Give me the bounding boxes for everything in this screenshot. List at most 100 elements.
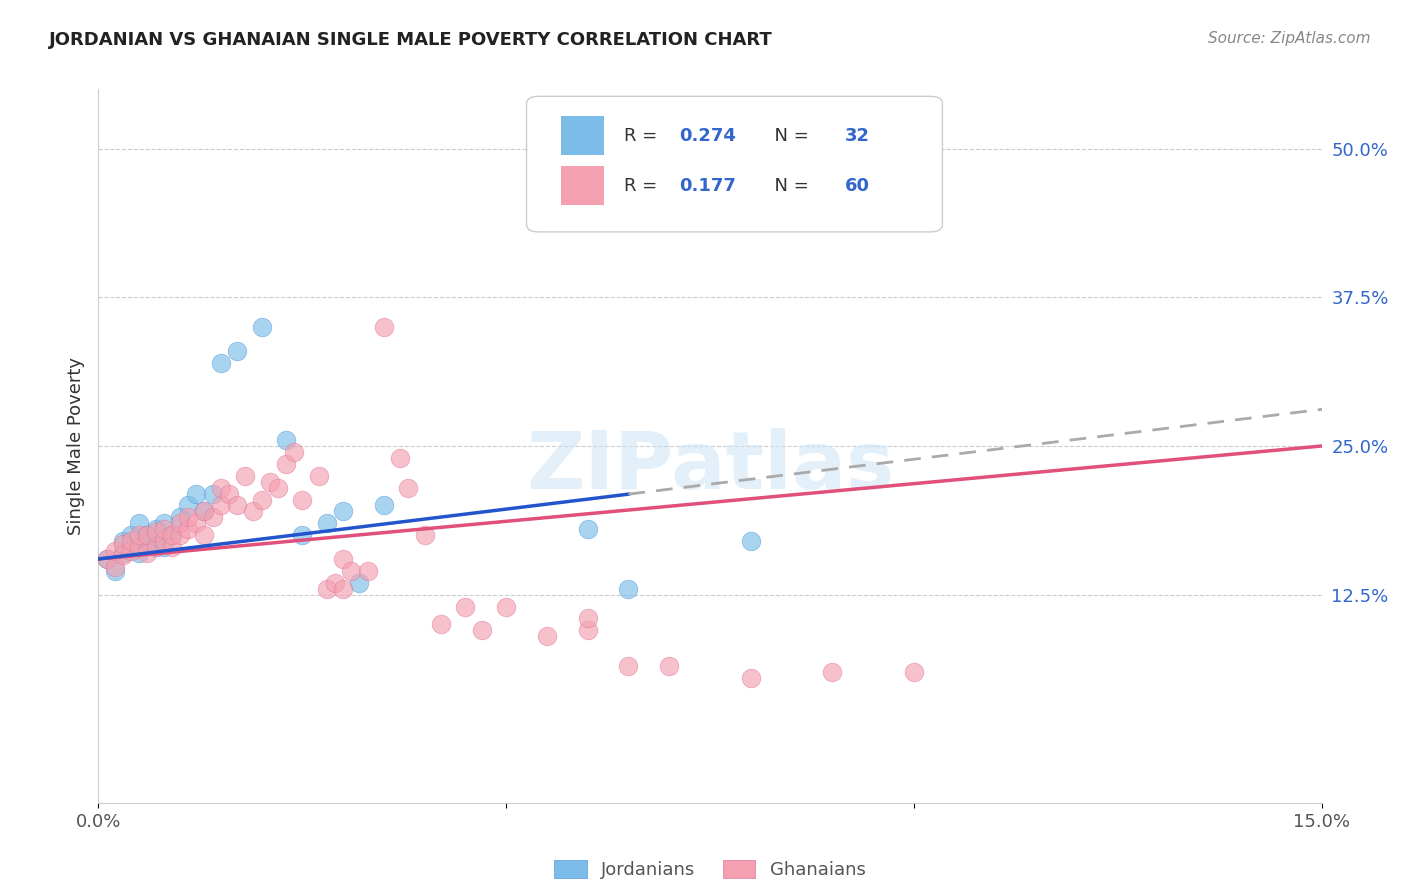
Point <box>201 486 224 500</box>
Point <box>152 534 174 549</box>
Point <box>218 486 240 500</box>
Point <box>152 516 174 531</box>
Point <box>160 528 183 542</box>
Point <box>104 543 127 558</box>
Point <box>576 611 599 625</box>
Point <box>136 534 159 549</box>
Point <box>430 617 453 632</box>
FancyBboxPatch shape <box>561 166 603 205</box>
Point <box>233 468 256 483</box>
Text: N =: N = <box>762 127 814 145</box>
Point <box>267 481 290 495</box>
Point <box>177 499 200 513</box>
Point <box>209 499 232 513</box>
Text: 0.177: 0.177 <box>679 177 737 194</box>
Legend: Jordanians, Ghanaians: Jordanians, Ghanaians <box>547 853 873 887</box>
Point <box>120 528 142 542</box>
Point <box>471 624 494 638</box>
Text: ZIPatlas: ZIPatlas <box>526 428 894 507</box>
Point <box>576 522 599 536</box>
Point <box>128 540 150 554</box>
Point <box>903 665 925 679</box>
Point <box>120 540 142 554</box>
Point <box>152 540 174 554</box>
Point <box>323 575 346 590</box>
Y-axis label: Single Male Poverty: Single Male Poverty <box>66 357 84 535</box>
Point <box>242 504 264 518</box>
Point <box>308 468 330 483</box>
Point <box>152 522 174 536</box>
Point <box>495 599 517 614</box>
Point <box>209 481 232 495</box>
Text: R =: R = <box>624 177 664 194</box>
Point <box>104 564 127 578</box>
Point <box>145 524 167 539</box>
Point <box>340 564 363 578</box>
Point <box>349 575 371 590</box>
Point <box>201 510 224 524</box>
Point <box>120 543 142 558</box>
Point <box>454 599 477 614</box>
Point <box>209 356 232 370</box>
Point <box>740 534 762 549</box>
Point <box>111 546 134 560</box>
Point <box>145 540 167 554</box>
FancyBboxPatch shape <box>561 116 603 155</box>
Point <box>283 445 305 459</box>
Point <box>332 552 354 566</box>
Point <box>396 481 419 495</box>
Point <box>274 433 297 447</box>
FancyBboxPatch shape <box>526 96 942 232</box>
Point <box>413 528 436 542</box>
Point <box>120 534 142 549</box>
Point <box>128 528 150 542</box>
Point <box>373 499 395 513</box>
Point <box>96 552 118 566</box>
Text: 60: 60 <box>845 177 869 194</box>
Point <box>740 671 762 685</box>
Point <box>186 516 208 531</box>
Point <box>177 522 200 536</box>
Point <box>136 528 159 542</box>
Point <box>160 540 183 554</box>
Point <box>226 343 249 358</box>
Point <box>821 665 844 679</box>
Point <box>658 659 681 673</box>
Point <box>136 528 159 542</box>
Point <box>315 516 337 531</box>
Point <box>617 659 640 673</box>
Point <box>193 528 215 542</box>
Point <box>373 320 395 334</box>
Point <box>576 624 599 638</box>
Point <box>160 528 183 542</box>
Point <box>291 492 314 507</box>
Point <box>617 582 640 596</box>
Point <box>111 549 134 563</box>
Point <box>291 528 314 542</box>
Point <box>145 522 167 536</box>
Point <box>111 534 134 549</box>
Point <box>169 510 191 524</box>
Text: 0.274: 0.274 <box>679 127 737 145</box>
Point <box>96 552 118 566</box>
Point <box>104 560 127 574</box>
Point <box>186 486 208 500</box>
Point <box>259 475 281 489</box>
Point <box>274 457 297 471</box>
Point <box>169 528 191 542</box>
Point <box>315 582 337 596</box>
Point <box>193 504 215 518</box>
Point <box>128 516 150 531</box>
Point <box>177 510 200 524</box>
Text: N =: N = <box>762 177 814 194</box>
Point <box>169 516 191 531</box>
Point <box>193 504 215 518</box>
Text: JORDANIAN VS GHANAIAN SINGLE MALE POVERTY CORRELATION CHART: JORDANIAN VS GHANAIAN SINGLE MALE POVERT… <box>49 31 773 49</box>
Point <box>332 504 354 518</box>
Point <box>332 582 354 596</box>
Point <box>145 540 167 554</box>
Point <box>136 546 159 560</box>
Text: Source: ZipAtlas.com: Source: ZipAtlas.com <box>1208 31 1371 46</box>
Point <box>111 536 134 550</box>
Point <box>128 546 150 560</box>
